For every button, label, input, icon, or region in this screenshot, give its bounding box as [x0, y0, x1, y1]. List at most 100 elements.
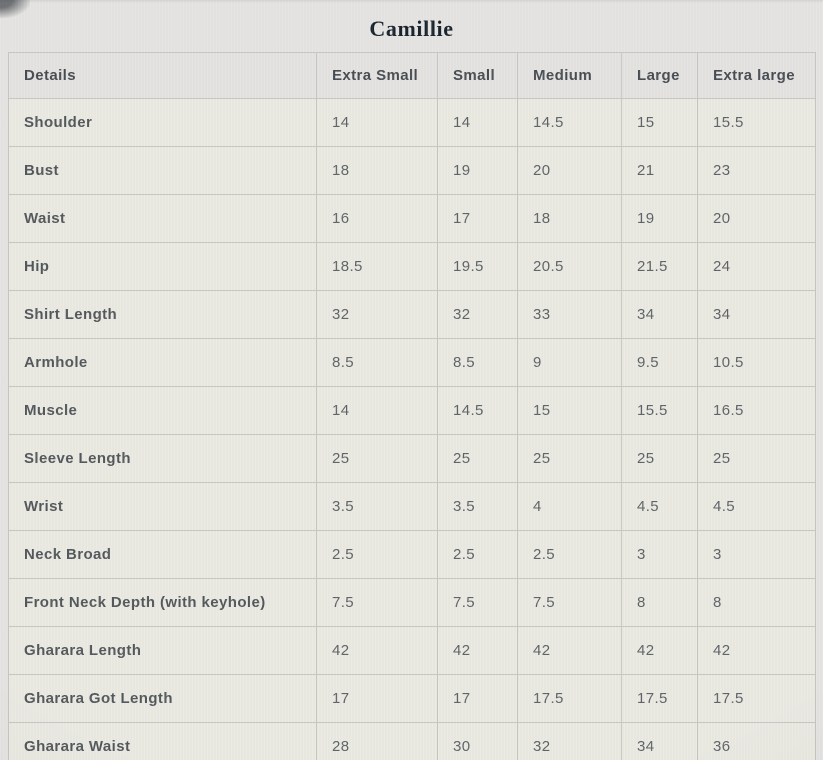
cell-value: 20	[697, 194, 816, 243]
cell-value: 14	[316, 98, 438, 147]
cell-value: 17	[316, 674, 438, 723]
size-table-body: Shoulder 14 14 14.5 15 15.5 Bust 18 19 20 21 23 Wais…	[8, 98, 816, 760]
table-row: Front Neck Depth (with keyhole) 7.5 7.5 7.5…	[8, 578, 816, 627]
table-row: Waist 16 17 18 19 20	[8, 194, 816, 243]
cell-value: 34	[621, 290, 698, 339]
cell-value: 34	[697, 290, 816, 339]
cell-value: 15	[621, 98, 698, 147]
cell-value: 20	[517, 146, 622, 195]
cell-value: 18	[517, 194, 622, 243]
cell-value: 25	[437, 434, 518, 483]
cell-value: 17	[437, 194, 518, 243]
cell-value: 34	[621, 722, 698, 760]
cell-value: 18	[316, 146, 438, 195]
cell-value: 8.5	[437, 338, 518, 387]
row-label: Gharara Length	[8, 626, 317, 675]
cell-value: 25	[316, 434, 438, 483]
table-row: Gharara Length 42 42 42 42 42	[8, 626, 816, 675]
cell-value: 16	[316, 194, 438, 243]
table-row: Bust 18 19 20 21 23	[8, 146, 816, 195]
cell-value: 18.5	[316, 242, 438, 291]
cell-value: 24	[697, 242, 816, 291]
row-label: Neck Broad	[8, 530, 317, 579]
cell-value: 14.5	[437, 386, 518, 435]
row-label: Gharara Got Length	[8, 674, 317, 723]
row-label: Wrist	[8, 482, 317, 531]
table-row: Wrist 3.5 3.5 4 4.5 4.5	[8, 482, 816, 531]
row-label: Gharara Waist	[8, 722, 317, 760]
cell-value: 3.5	[437, 482, 518, 531]
row-label: Bust	[8, 146, 317, 195]
cell-value: 42	[621, 626, 698, 675]
cell-value: 25	[621, 434, 698, 483]
cell-value: 7.5	[316, 578, 438, 627]
cell-value: 7.5	[437, 578, 518, 627]
column-header-small: Small	[437, 52, 518, 99]
table-row: Muscle 14 14.5 15 15.5 16.5	[8, 386, 816, 435]
cell-value: 3.5	[316, 482, 438, 531]
table-row: Armhole 8.5 8.5 9 9.5 10.5	[8, 338, 816, 387]
cell-value: 3	[697, 530, 816, 579]
cell-value: 4	[517, 482, 622, 531]
cell-value: 3	[621, 530, 698, 579]
table-row: Sleeve Length 25 25 25 25 25	[8, 434, 816, 483]
column-header-medium: Medium	[517, 52, 622, 99]
column-header-large: Large	[621, 52, 698, 99]
cell-value: 21.5	[621, 242, 698, 291]
cell-value: 14	[316, 386, 438, 435]
title-bar: Camillie	[0, 0, 823, 52]
cell-value: 2.5	[316, 530, 438, 579]
cell-value: 8	[621, 578, 698, 627]
cell-value: 9	[517, 338, 622, 387]
cell-value: 25	[697, 434, 816, 483]
row-label: Sleeve Length	[8, 434, 317, 483]
column-header-extra-large: Extra large	[697, 52, 816, 99]
cell-value: 42	[316, 626, 438, 675]
table-row: Gharara Got Length 17 17 17.5 17.5 17.5	[8, 674, 816, 723]
cell-value: 42	[697, 626, 816, 675]
cell-value: 17.5	[621, 674, 698, 723]
size-chart-table: Details Extra Small Small Medium Large E…	[8, 52, 816, 760]
cell-value: 17	[437, 674, 518, 723]
cell-value: 15.5	[621, 386, 698, 435]
cell-value: 15	[517, 386, 622, 435]
cell-value: 8	[697, 578, 816, 627]
cell-value: 42	[437, 626, 518, 675]
cell-value: 15.5	[697, 98, 816, 147]
cell-value: 17.5	[517, 674, 622, 723]
cell-value: 23	[697, 146, 816, 195]
cell-value: 7.5	[517, 578, 622, 627]
row-label: Shoulder	[8, 98, 317, 147]
cell-value: 4.5	[697, 482, 816, 531]
cell-value: 33	[517, 290, 622, 339]
cell-value: 14.5	[517, 98, 622, 147]
column-header-extra-small: Extra Small	[316, 52, 438, 99]
cell-value: 36	[697, 722, 816, 760]
cell-value: 19.5	[437, 242, 518, 291]
cell-value: 32	[437, 290, 518, 339]
cell-value: 20.5	[517, 242, 622, 291]
cell-value: 10.5	[697, 338, 816, 387]
row-label: Hip	[8, 242, 317, 291]
table-row: Neck Broad 2.5 2.5 2.5 3 3	[8, 530, 816, 579]
row-label: Muscle	[8, 386, 317, 435]
cell-value: 32	[316, 290, 438, 339]
table-row: Shoulder 14 14 14.5 15 15.5	[8, 98, 816, 147]
table-row: Gharara Waist 28 30 32 34 36	[8, 722, 816, 760]
cell-value: 17.5	[697, 674, 816, 723]
cell-value: 30	[437, 722, 518, 760]
column-header-details: Details	[8, 52, 317, 99]
cell-value: 4.5	[621, 482, 698, 531]
table-row: Shirt Length 32 32 33 34 34	[8, 290, 816, 339]
cell-value: 19	[621, 194, 698, 243]
cell-value: 42	[517, 626, 622, 675]
cell-value: 25	[517, 434, 622, 483]
table-row: Hip 18.5 19.5 20.5 21.5 24	[8, 242, 816, 291]
row-label: Waist	[8, 194, 317, 243]
cell-value: 14	[437, 98, 518, 147]
cell-value: 16.5	[697, 386, 816, 435]
row-label: Front Neck Depth (with keyhole)	[8, 578, 317, 627]
cell-value: 28	[316, 722, 438, 760]
cell-value: 9.5	[621, 338, 698, 387]
